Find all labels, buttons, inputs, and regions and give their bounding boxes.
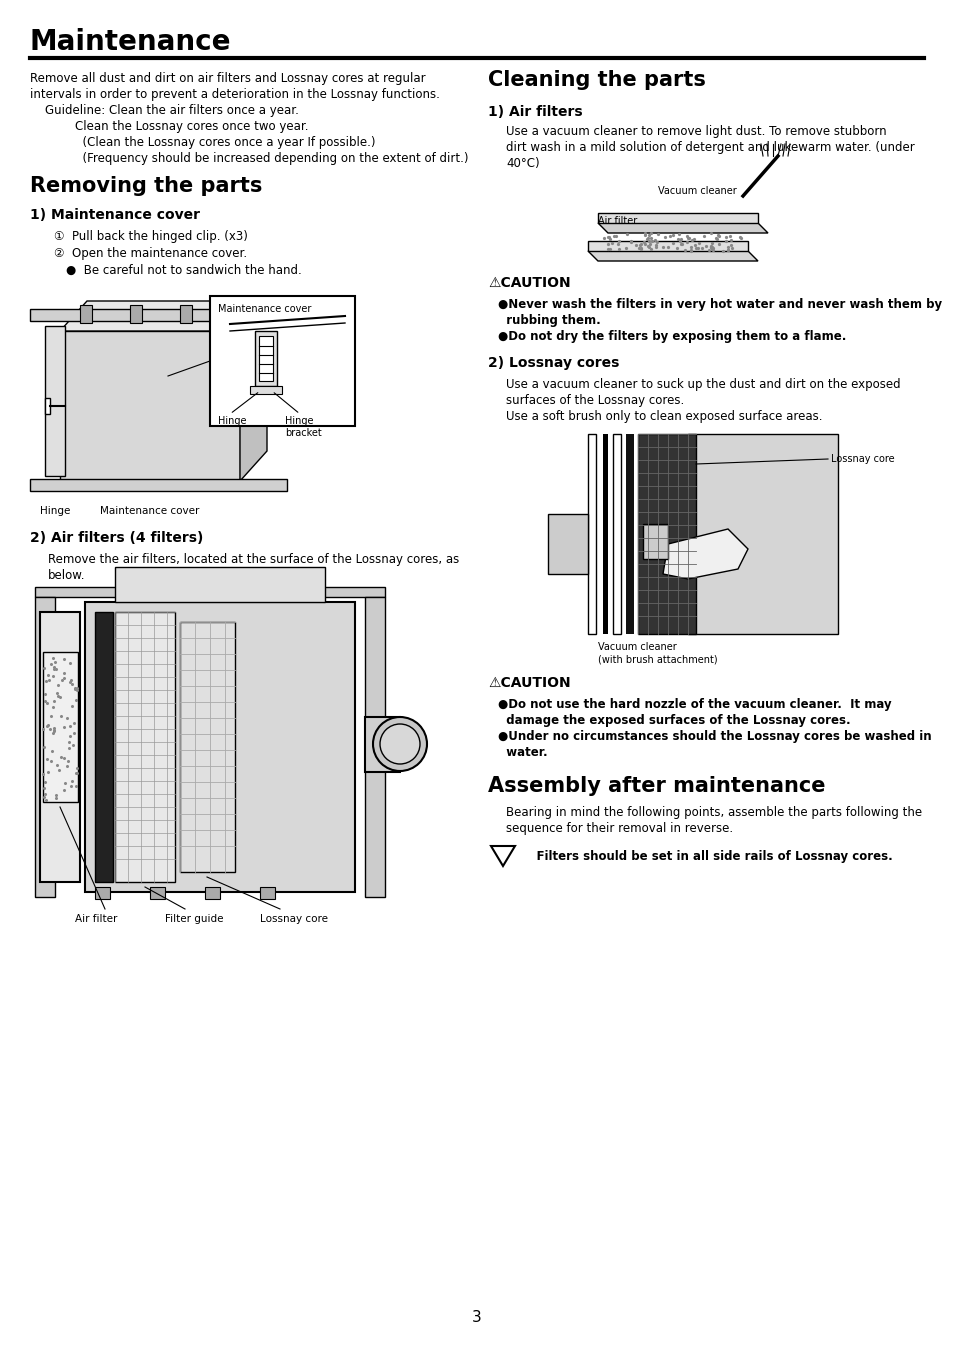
Text: ⚠CAUTION: ⚠CAUTION <box>488 275 570 290</box>
Text: Bearing in mind the following points, assemble the parts following the: Bearing in mind the following points, as… <box>505 806 922 819</box>
Bar <box>85 602 355 892</box>
Polygon shape <box>130 305 142 323</box>
Text: Use a vacuum cleaner to remove light dust. To remove stubborn: Use a vacuum cleaner to remove light dus… <box>505 126 885 138</box>
Text: Vacuum cleaner: Vacuum cleaner <box>598 643 676 652</box>
Text: surfaces of the Lossnay cores.: surfaces of the Lossnay cores. <box>505 394 683 406</box>
Text: Hinge: Hinge <box>285 416 314 427</box>
Polygon shape <box>240 301 267 481</box>
Bar <box>547 514 587 574</box>
Bar <box>260 887 274 899</box>
Bar <box>625 433 634 634</box>
Bar <box>587 433 596 634</box>
Circle shape <box>379 724 419 764</box>
Bar <box>613 433 620 634</box>
Polygon shape <box>35 587 385 597</box>
Polygon shape <box>598 213 758 223</box>
Text: Vacuum cleaner: Vacuum cleaner <box>658 186 736 196</box>
Text: Lossnay core: Lossnay core <box>260 914 328 923</box>
Text: sequence for their removal in reverse.: sequence for their removal in reverse. <box>505 822 732 836</box>
Text: ●Do not use the hard nozzle of the vacuum cleaner.  It may: ●Do not use the hard nozzle of the vacuu… <box>497 698 891 711</box>
Bar <box>687 433 837 634</box>
Text: ②  Open the maintenance cover.: ② Open the maintenance cover. <box>54 247 247 261</box>
Text: Clean the Lossnay cores once two year.: Clean the Lossnay cores once two year. <box>30 120 308 134</box>
Text: ●Never wash the filters in very hot water and never wash them by: ●Never wash the filters in very hot wate… <box>497 298 942 311</box>
Text: ⚠CAUTION: ⚠CAUTION <box>488 676 570 690</box>
Text: (Clean the Lossnay cores once a year If possible.): (Clean the Lossnay cores once a year If … <box>30 136 375 148</box>
Text: ●Do not dry the filters by exposing them to a flame.: ●Do not dry the filters by exposing them… <box>497 329 845 343</box>
Text: water.: water. <box>497 747 547 759</box>
Polygon shape <box>598 223 767 234</box>
Polygon shape <box>35 597 55 896</box>
Text: Guideline: Clean the air filters once a year.: Guideline: Clean the air filters once a … <box>30 104 298 117</box>
Text: Assembly after maintenance: Assembly after maintenance <box>488 776 824 796</box>
Text: damage the exposed surfaces of the Lossnay cores.: damage the exposed surfaces of the Lossn… <box>497 714 850 728</box>
Text: ①  Pull back the hinged clip. (x3): ① Pull back the hinged clip. (x3) <box>54 230 248 243</box>
Text: Remove the air filters, located at the surface of the Lossnay cores, as: Remove the air filters, located at the s… <box>48 554 458 566</box>
Text: 40°C): 40°C) <box>505 157 539 170</box>
Text: 3: 3 <box>472 1310 481 1324</box>
Polygon shape <box>30 479 287 491</box>
Text: bracket: bracket <box>285 428 321 437</box>
Text: Air filter: Air filter <box>598 216 637 225</box>
Circle shape <box>373 717 427 771</box>
Text: Air filter: Air filter <box>75 914 117 923</box>
Bar <box>365 717 399 772</box>
Bar <box>95 612 112 882</box>
Bar <box>250 386 282 394</box>
Polygon shape <box>60 301 267 331</box>
Text: Remove all dust and dirt on air filters and Lossnay cores at regular: Remove all dust and dirt on air filters … <box>30 72 425 85</box>
Polygon shape <box>80 305 91 323</box>
Bar <box>638 433 696 634</box>
Polygon shape <box>491 846 515 865</box>
Text: 2) Lossnay cores: 2) Lossnay cores <box>488 356 618 370</box>
Bar <box>180 622 234 872</box>
Text: 1) Air filters: 1) Air filters <box>488 105 582 119</box>
Text: (with brush attachment): (with brush attachment) <box>598 653 717 664</box>
Text: intervals in order to prevent a deterioration in the Lossnay functions.: intervals in order to prevent a deterior… <box>30 88 439 101</box>
Text: Cleaning the parts: Cleaning the parts <box>488 70 705 90</box>
Polygon shape <box>587 242 747 251</box>
Polygon shape <box>40 612 80 882</box>
Text: Use a vacuum cleaner to suck up the dust and dirt on the exposed: Use a vacuum cleaner to suck up the dust… <box>505 378 900 392</box>
Text: 2) Air filters (4 filters): 2) Air filters (4 filters) <box>30 531 203 545</box>
Text: Maintenance cover: Maintenance cover <box>100 506 199 516</box>
Text: ●  Be careful not to sandwich the hand.: ● Be careful not to sandwich the hand. <box>66 265 301 277</box>
Text: Maintenance cover: Maintenance cover <box>218 304 311 315</box>
Text: rubbing them.: rubbing them. <box>497 315 600 327</box>
Polygon shape <box>30 309 287 321</box>
Polygon shape <box>60 331 240 481</box>
Bar <box>205 887 220 899</box>
Text: Use a soft brush only to clean exposed surface areas.: Use a soft brush only to clean exposed s… <box>505 410 821 423</box>
Text: below.: below. <box>48 568 86 582</box>
Text: Hinge: Hinge <box>218 416 246 427</box>
Text: Filter guide: Filter guide <box>165 914 223 923</box>
Polygon shape <box>587 251 758 261</box>
Bar <box>95 887 110 899</box>
Text: Hinge: Hinge <box>40 506 71 516</box>
Bar <box>210 296 355 427</box>
Polygon shape <box>365 597 385 896</box>
Bar <box>254 331 276 386</box>
Bar <box>642 524 667 559</box>
Text: (Frequency should be increased depending on the extent of dirt.): (Frequency should be increased depending… <box>30 153 468 165</box>
Polygon shape <box>180 305 192 323</box>
Text: 1) Maintenance cover: 1) Maintenance cover <box>30 208 200 221</box>
Polygon shape <box>662 529 747 579</box>
Bar <box>45 398 50 414</box>
Bar <box>115 612 174 882</box>
Text: dirt wash in a mild solution of detergent and lukewarm water. (under: dirt wash in a mild solution of detergen… <box>505 140 914 154</box>
Bar <box>150 887 165 899</box>
Text: Removing the parts: Removing the parts <box>30 176 262 196</box>
Text: Filters should be set in all side rails of Lossnay cores.: Filters should be set in all side rails … <box>519 850 892 863</box>
Text: Maintenance: Maintenance <box>30 28 232 55</box>
Polygon shape <box>45 325 65 477</box>
Text: Lossnay core: Lossnay core <box>830 454 894 464</box>
Bar <box>258 336 273 381</box>
Bar <box>43 652 78 802</box>
Text: ●Under no circumstances should the Lossnay cores be washed in: ●Under no circumstances should the Lossn… <box>497 730 931 742</box>
Bar <box>115 567 325 602</box>
Bar <box>602 433 607 634</box>
